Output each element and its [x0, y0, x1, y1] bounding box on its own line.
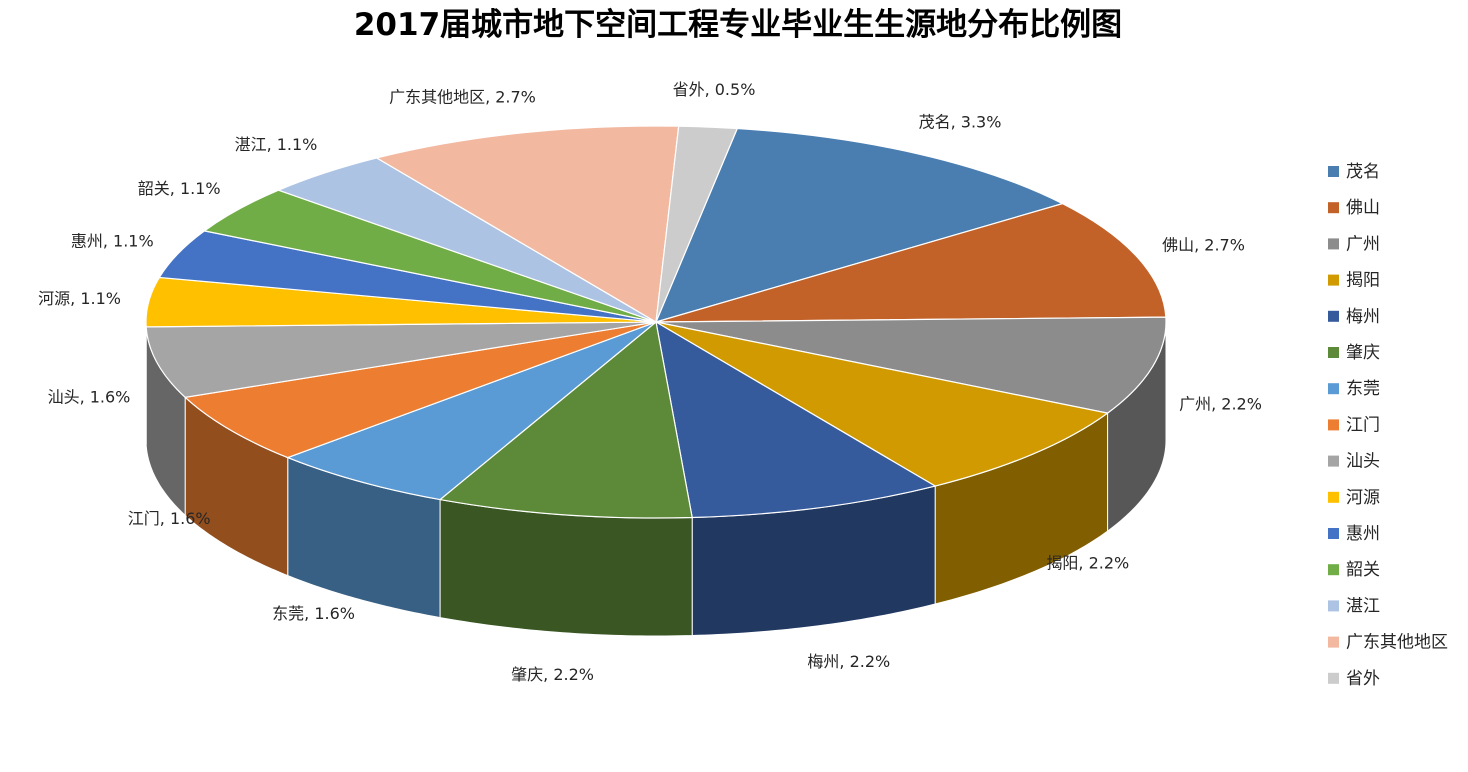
legend-swatch-4 [1328, 310, 1339, 322]
data-label-5: 肇庆, 2.2% [511, 665, 594, 684]
legend-label-6: 东莞 [1346, 379, 1380, 399]
chart-title: 2017届城市地下空间工程专业毕业生生源地分布比例图 [354, 7, 1122, 43]
legend-label-13: 广东其他地区 [1346, 633, 1448, 653]
legend-swatch-2 [1328, 238, 1339, 250]
data-label-8: 汕头, 1.6% [48, 388, 131, 407]
legend-label-9: 河源 [1346, 488, 1380, 508]
legend-label-14: 省外 [1346, 669, 1380, 689]
data-labels: 茂名, 3.3% 佛山, 2.7% 广州, 2.2% 揭阳, 2.2% 梅州, 2.2%… [38, 80, 1262, 684]
legend-swatch-11 [1328, 564, 1339, 576]
pie-sides [145, 321, 1167, 637]
data-label-10: 惠州, 1.1% [71, 231, 154, 250]
data-label-1: 佛山, 2.7% [1162, 236, 1245, 255]
pie-slice-14 [655, 125, 739, 323]
pie-slice-4 [655, 320, 937, 519]
data-label-14: 省外, 0.5% [673, 80, 756, 99]
legend-swatch-0 [1328, 166, 1339, 177]
legend-swatch-6 [1328, 383, 1339, 395]
legend-label-4: 梅州 [1346, 307, 1380, 327]
legend-swatch-1 [1328, 202, 1339, 214]
legend-label-2: 广州 [1346, 234, 1380, 254]
pie-slice-5 [438, 320, 693, 519]
pie-side-5 [439, 498, 693, 637]
legend-label-3: 揭阳 [1346, 271, 1380, 291]
legend-swatch-14 [1328, 672, 1339, 684]
data-label-0: 茂名, 3.3% [919, 112, 1002, 131]
legend-swatch-10 [1328, 528, 1339, 539]
legend-swatch-8 [1328, 455, 1339, 467]
legend-label-8: 汕头 [1346, 452, 1380, 472]
legend-swatch-3 [1328, 274, 1339, 286]
legend-label-1: 佛山 [1346, 198, 1380, 218]
data-label-11: 韶关, 1.1% [138, 179, 221, 198]
data-label-4: 梅州, 2.2% [807, 652, 890, 671]
data-label-13: 广东其他地区, 2.7% [389, 87, 536, 106]
legend-label-7: 江门 [1346, 415, 1380, 435]
legend-label-10: 惠州 [1346, 524, 1380, 544]
legend-label-12: 湛江 [1346, 596, 1380, 616]
data-label-12: 湛江, 1.1% [235, 135, 318, 154]
data-label-7: 江门, 1.6% [128, 509, 211, 528]
pie-slice-0 [654, 127, 1065, 323]
pie-slice-3 [655, 321, 1110, 487]
data-label-9: 河源, 1.1% [38, 289, 121, 308]
legend-swatch-9 [1328, 491, 1339, 503]
legend-swatch-7 [1328, 419, 1339, 431]
data-label-3: 揭阳, 2.2% [1046, 554, 1129, 573]
data-label-6: 东莞, 1.6% [272, 604, 355, 623]
pie-slice-7 [183, 321, 657, 459]
legend-label-11: 韶关 [1346, 560, 1380, 580]
pie-slice-8 [145, 321, 657, 398]
legend-swatch-13 [1328, 636, 1339, 648]
pie-slices [145, 125, 1167, 519]
data-label-2: 广州, 2.2% [1179, 394, 1262, 413]
legend-swatch-5 [1328, 347, 1339, 358]
pie-slice-2 [655, 316, 1167, 414]
legend-swatch-12 [1328, 600, 1339, 612]
pie-slice-6 [286, 321, 657, 501]
legend-label-5: 肇庆 [1346, 343, 1380, 363]
pie-slice-1 [655, 202, 1167, 323]
legend-label-0: 茂名 [1346, 162, 1380, 182]
pie-slice-13 [375, 125, 680, 323]
